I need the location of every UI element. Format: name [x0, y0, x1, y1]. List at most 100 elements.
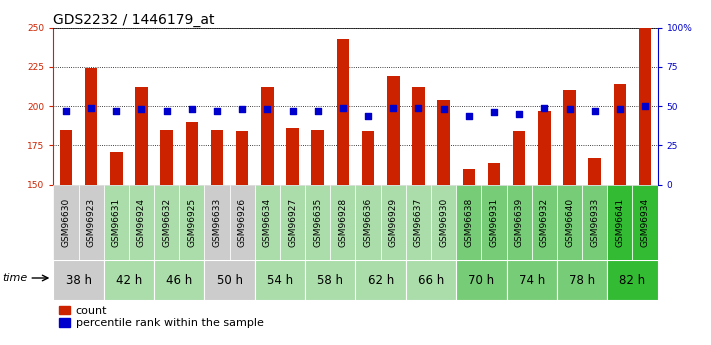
Bar: [437, 100, 450, 185]
Text: GSM96630: GSM96630: [61, 198, 70, 247]
Bar: [311, 130, 324, 185]
Text: GSM96638: GSM96638: [464, 198, 474, 247]
Bar: [53, 185, 78, 260]
Text: GSM96631: GSM96631: [112, 198, 121, 247]
Bar: [387, 76, 400, 185]
Bar: [154, 260, 205, 300]
Point: [136, 107, 147, 112]
Point: [438, 107, 449, 112]
Legend: count, percentile rank within the sample: count, percentile rank within the sample: [59, 306, 263, 328]
Bar: [305, 260, 356, 300]
Text: 78 h: 78 h: [569, 274, 595, 287]
Text: GSM96634: GSM96634: [263, 198, 272, 247]
Bar: [135, 87, 148, 185]
Bar: [607, 185, 633, 260]
Bar: [488, 162, 501, 185]
Bar: [589, 158, 601, 185]
Point: [614, 107, 626, 112]
Text: GSM96637: GSM96637: [414, 198, 423, 247]
Bar: [280, 185, 305, 260]
Text: GSM96641: GSM96641: [616, 198, 624, 247]
Text: 58 h: 58 h: [317, 274, 343, 287]
Bar: [356, 260, 406, 300]
Text: GSM96929: GSM96929: [389, 198, 397, 247]
Text: GSM96932: GSM96932: [540, 198, 549, 247]
Point: [211, 108, 223, 114]
Text: GSM96930: GSM96930: [439, 198, 448, 247]
Bar: [110, 151, 122, 185]
Text: GSM96934: GSM96934: [641, 198, 650, 247]
Text: time: time: [3, 273, 28, 283]
Bar: [633, 185, 658, 260]
Point: [488, 110, 500, 115]
Text: GSM96924: GSM96924: [137, 198, 146, 247]
Bar: [331, 185, 356, 260]
Text: GSM96632: GSM96632: [162, 198, 171, 247]
Point: [111, 108, 122, 114]
Text: GSM96923: GSM96923: [87, 198, 95, 247]
Text: GDS2232 / 1446179_at: GDS2232 / 1446179_at: [53, 12, 215, 27]
Bar: [406, 185, 431, 260]
Point: [513, 111, 525, 117]
Point: [539, 105, 550, 110]
Point: [85, 105, 97, 110]
Text: 42 h: 42 h: [116, 274, 142, 287]
Bar: [179, 185, 205, 260]
Point: [564, 107, 575, 112]
Point: [337, 105, 348, 110]
Text: GSM96933: GSM96933: [590, 198, 599, 247]
Bar: [406, 260, 456, 300]
Bar: [186, 122, 198, 185]
Bar: [557, 185, 582, 260]
Text: 62 h: 62 h: [368, 274, 394, 287]
Bar: [607, 260, 658, 300]
Bar: [161, 130, 173, 185]
Bar: [582, 185, 607, 260]
Point: [60, 108, 72, 114]
Text: GSM96926: GSM96926: [237, 198, 247, 247]
Bar: [129, 185, 154, 260]
Text: 46 h: 46 h: [166, 274, 193, 287]
Bar: [154, 185, 179, 260]
Text: GSM96635: GSM96635: [314, 198, 322, 247]
Point: [639, 104, 651, 109]
Bar: [380, 185, 406, 260]
Bar: [557, 260, 607, 300]
Bar: [78, 185, 104, 260]
Bar: [53, 260, 104, 300]
Point: [387, 105, 399, 110]
Bar: [255, 260, 305, 300]
Bar: [60, 130, 73, 185]
Bar: [614, 84, 626, 185]
Text: 74 h: 74 h: [518, 274, 545, 287]
Text: GSM96640: GSM96640: [565, 198, 574, 247]
Point: [463, 113, 474, 118]
Text: 50 h: 50 h: [217, 274, 242, 287]
Bar: [362, 131, 375, 185]
Bar: [230, 185, 255, 260]
Bar: [85, 68, 97, 185]
Text: GSM96931: GSM96931: [489, 198, 498, 247]
Text: 54 h: 54 h: [267, 274, 293, 287]
Bar: [287, 128, 299, 185]
Bar: [104, 185, 129, 260]
Bar: [305, 185, 331, 260]
Bar: [412, 87, 424, 185]
Text: 82 h: 82 h: [619, 274, 646, 287]
Point: [186, 107, 198, 112]
Bar: [356, 185, 380, 260]
Bar: [513, 131, 525, 185]
Point: [287, 108, 298, 114]
Text: GSM96639: GSM96639: [515, 198, 524, 247]
Point: [161, 108, 172, 114]
Bar: [255, 185, 280, 260]
Bar: [638, 28, 651, 185]
Bar: [481, 185, 506, 260]
Bar: [506, 185, 532, 260]
Text: GSM96925: GSM96925: [187, 198, 196, 247]
Bar: [532, 185, 557, 260]
Bar: [205, 260, 255, 300]
Text: GSM96633: GSM96633: [213, 198, 222, 247]
Bar: [104, 260, 154, 300]
Point: [312, 108, 324, 114]
